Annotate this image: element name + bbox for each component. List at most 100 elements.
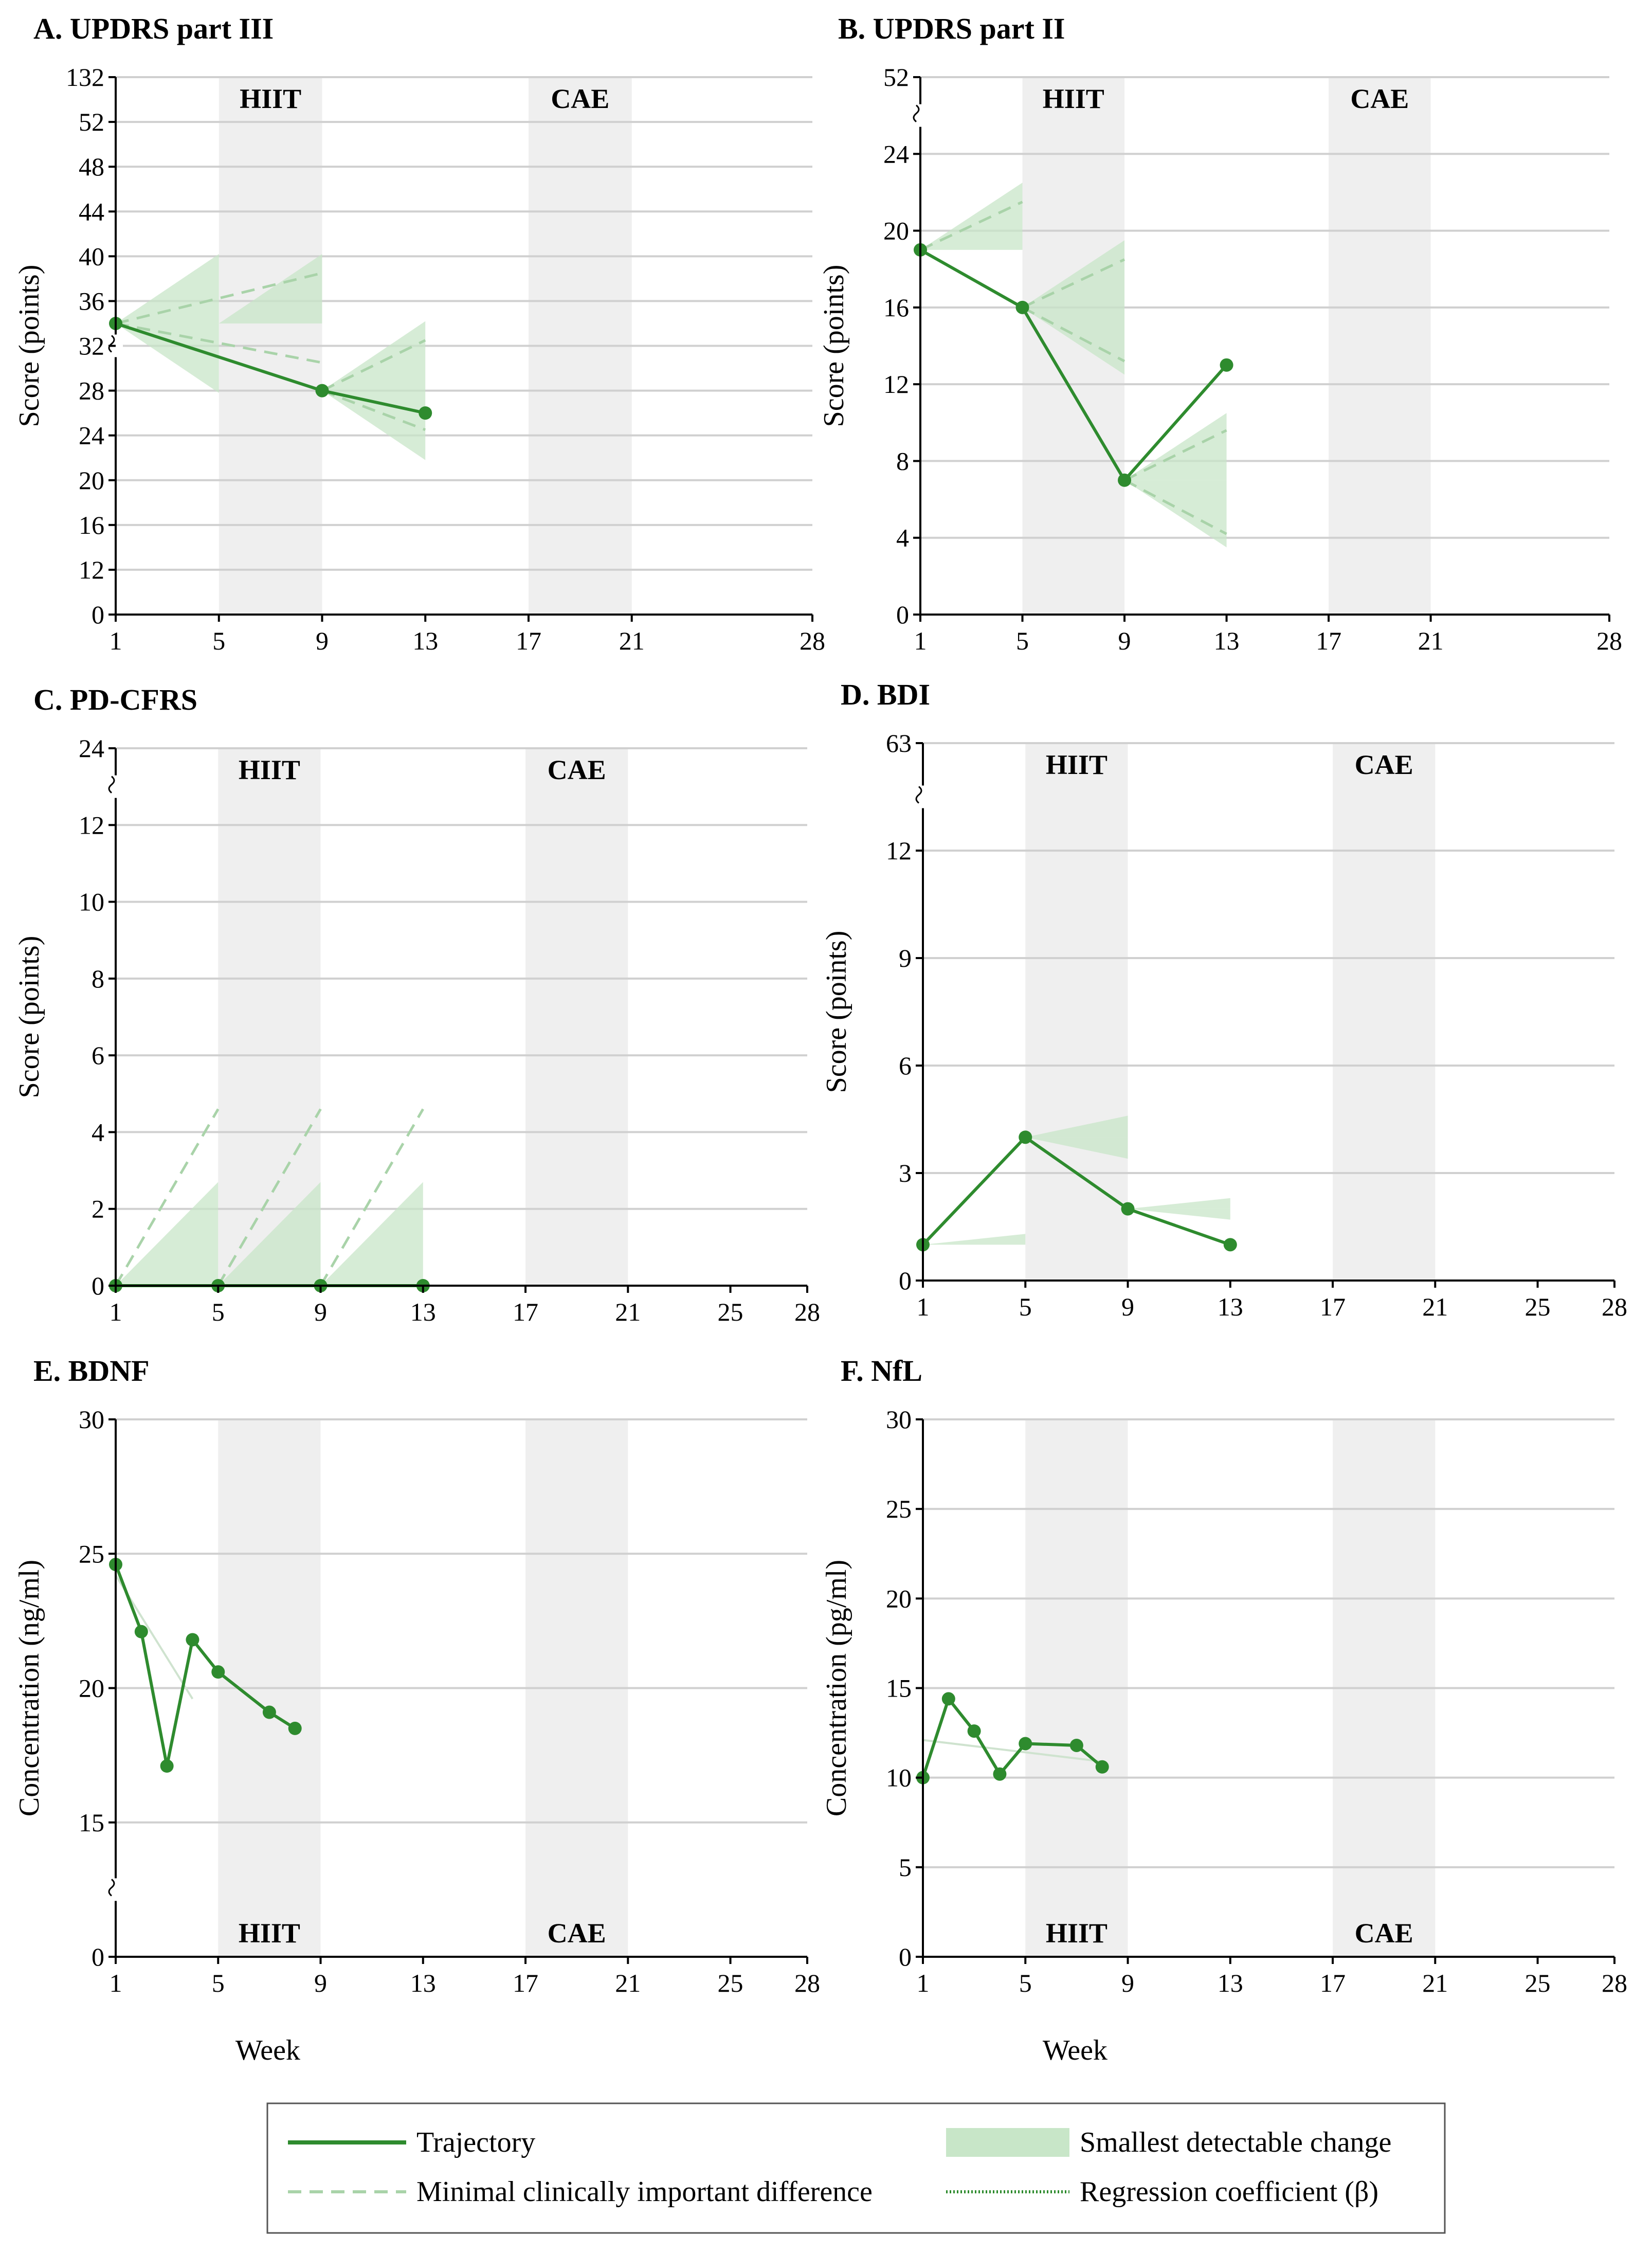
y-tick-label: 4 (896, 524, 909, 552)
axis-break-gap (916, 785, 930, 808)
panel-title: F. NfL (841, 1354, 922, 1387)
panel-a: A. UPDRS part III01216202428323640444852… (13, 12, 825, 655)
x-tick-label: 21 (619, 626, 645, 655)
band-label: HIIT (1046, 1918, 1108, 1949)
y-axis-label: Concentration (pg/ml) (821, 1560, 852, 1816)
y-tick-label: 16 (79, 511, 104, 539)
mcid-line (1123, 479, 1227, 535)
mcid-line (321, 339, 426, 392)
y-tick-label: 63 (886, 729, 912, 758)
band-label: CAE (1355, 1918, 1413, 1949)
band-label: CAE (1355, 749, 1413, 780)
y-tick-label: 12 (79, 555, 104, 584)
regression-line (922, 1739, 1102, 1763)
sdc-area (218, 1182, 321, 1286)
band-hiit (218, 748, 321, 1286)
x-tick-label: 28 (1596, 626, 1622, 655)
trajectory-point (1069, 1738, 1083, 1752)
band-label: CAE (548, 1918, 606, 1949)
x-tick-label: 17 (516, 626, 541, 655)
y-tick-label: 24 (883, 139, 909, 168)
panel-b: B. UPDRS part II 0 4 8 12 16 20 24 52 1 5 9 13 17 21 28… (818, 12, 1622, 655)
y-tick-label: 36 (79, 286, 104, 315)
axis-break-mark (108, 1879, 115, 1897)
x-tick-label: 13 (410, 1969, 436, 1997)
trajectory-point (211, 1665, 225, 1679)
y-tick-label: 8 (92, 964, 104, 993)
x-tick-label: 9 (1118, 626, 1131, 655)
y-tick-label: 0 (899, 1942, 912, 1971)
x-tick-label: 13 (410, 1297, 436, 1326)
trajectory-point (1223, 1238, 1237, 1252)
x-tick-label: 13 (1218, 1969, 1243, 1997)
x-tick-label: 21 (1418, 626, 1444, 655)
y-tick-label: 12 (883, 370, 909, 399)
band-label: HIIT (1043, 83, 1104, 114)
y-tick-label: 40 (79, 242, 104, 271)
x-tick-label: 17 (1320, 1969, 1346, 1997)
trajectory-point (967, 1724, 981, 1738)
trajectory-point (1015, 300, 1029, 314)
y-tick-label: 52 (883, 63, 909, 92)
y-axis-label: Score (points) (13, 936, 45, 1098)
x-tick-label: 28 (800, 626, 825, 655)
x-tick-label: 17 (1320, 1292, 1346, 1321)
x-tick-label: 21 (615, 1969, 641, 1997)
x-tick-label: 9 (316, 626, 329, 655)
y-tick-label: 28 (79, 376, 104, 405)
y-tick-label: 48 (79, 152, 104, 181)
y-tick-label: 0 (896, 600, 909, 629)
x-axis-label: Week (1043, 2034, 1108, 2066)
y-tick-label: 32 (79, 332, 104, 361)
x-tick-label: 25 (1525, 1969, 1551, 1997)
axis-break-mark (108, 776, 115, 794)
band-label: HIIT (239, 1918, 300, 1949)
x-tick-label: 21 (1422, 1292, 1448, 1321)
sdc-area (920, 183, 1023, 250)
y-tick-label: 4 (92, 1118, 104, 1146)
mcid-line (321, 389, 426, 431)
x-tick-label: 5 (212, 1969, 225, 1997)
sdc-area (320, 1182, 423, 1286)
trajectory-point (315, 384, 329, 398)
x-tick-label: 1 (917, 1969, 930, 1997)
x-tick-label: 5 (212, 1297, 225, 1326)
x-tick-label: 1 (110, 626, 122, 655)
trajectory-point (1121, 1202, 1135, 1216)
y-tick-label: 8 (896, 446, 909, 475)
sdc-area (923, 1234, 1026, 1245)
y-tick-label: 24 (79, 734, 104, 763)
y-tick-label: 25 (886, 1494, 912, 1523)
trajectory-point (1220, 358, 1233, 372)
y-tick-label: 12 (79, 810, 104, 839)
mcid-line (1022, 306, 1125, 363)
x-tick-label: 28 (1602, 1292, 1627, 1321)
trajectory-point (134, 1625, 148, 1638)
x-tick-label: 9 (1121, 1292, 1134, 1321)
band-label: HIIT (240, 83, 301, 114)
trajectory-point (160, 1759, 174, 1773)
trajectory-point (993, 1767, 1007, 1781)
y-tick-label: 6 (92, 1041, 104, 1070)
x-axis-label: Week (235, 2034, 300, 2066)
mcid-line (115, 322, 322, 364)
x-tick-label: 5 (1016, 626, 1029, 655)
y-tick-label: 30 (886, 1405, 912, 1434)
sdc-area (1124, 413, 1227, 480)
axis-break-gap (108, 775, 123, 798)
x-tick-label: 28 (794, 1297, 820, 1326)
axis-break-gap (913, 104, 928, 127)
panel-d: D. BDI 0 3 6 9 12 63 1 5 9 13 17 21 25 28 HIIT CAE Score … (821, 678, 1627, 1321)
x-tick-label: 17 (513, 1297, 538, 1326)
x-tick-label: 9 (314, 1297, 327, 1326)
x-tick-label: 21 (615, 1297, 641, 1326)
sdc-area (1128, 1198, 1230, 1209)
y-tick-label: 52 (79, 107, 104, 136)
panel-title: A. UPDRS part III (33, 12, 274, 45)
panel-title: D. BDI (841, 678, 930, 711)
trajectory-point (288, 1721, 302, 1735)
y-tick-label: 30 (79, 1405, 104, 1434)
axis-break-gap (108, 1878, 123, 1901)
y-tick-label: 5 (899, 1853, 912, 1882)
